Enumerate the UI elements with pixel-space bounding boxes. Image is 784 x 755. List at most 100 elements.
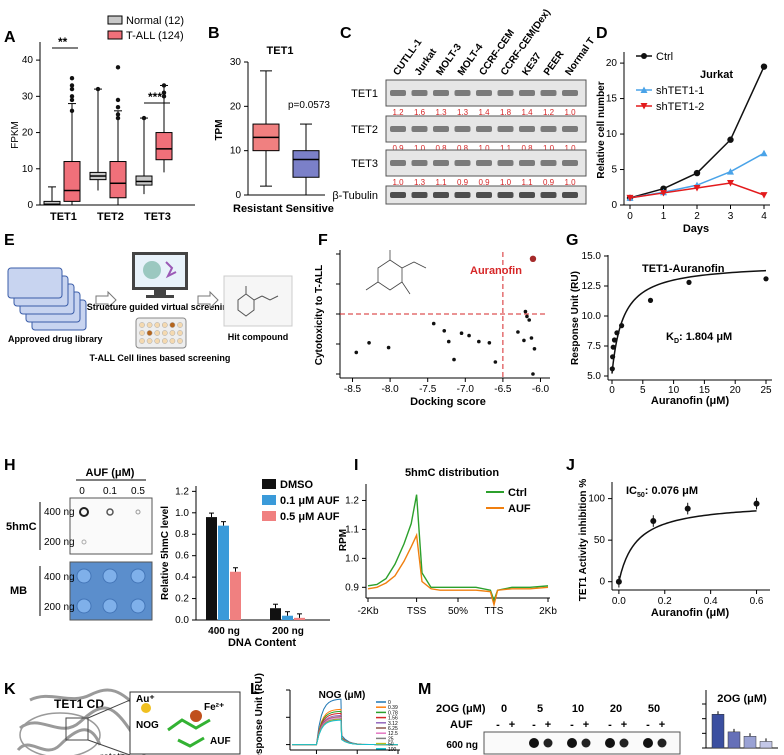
- g-point: [609, 366, 615, 372]
- f-structure-icon: [365, 250, 427, 295]
- h-ytick-label: 1.0: [175, 508, 189, 519]
- i-series-line: [367, 532, 549, 608]
- f-xtick-label: -8.0: [381, 384, 399, 395]
- b-ylabel: TPM: [214, 119, 225, 140]
- c-band: [540, 160, 557, 166]
- d-xlabel: Days: [683, 223, 709, 235]
- panel-e-workflow: Approved drug library Structure guided v…: [7, 252, 293, 363]
- c-band: [411, 90, 428, 96]
- d-legend-marker-sh1: [640, 86, 648, 93]
- a-legend: Normal (12) T-ALL (124): [107, 15, 184, 42]
- c-band: [476, 90, 492, 96]
- g-point: [647, 297, 654, 303]
- panel-letter-d: D: [596, 25, 608, 42]
- a-outlier: [115, 115, 121, 121]
- a-y-ticks: 0 10 20 30 40: [22, 55, 40, 211]
- i-ylabel: RPM: [338, 529, 349, 551]
- j-xtick-label: 0.0: [612, 596, 626, 607]
- panel-f-scatter: Cytotoxicity to T-ALL Docking score -8.5…: [314, 250, 550, 408]
- a-outlier: [115, 112, 121, 117]
- j-ticks: 0.0 0.2 0.4 0.6 0 50 100: [588, 494, 764, 607]
- m-bars: [702, 703, 773, 749]
- e-plate-well: [161, 322, 168, 328]
- a-legend-tall: T-ALL (124): [126, 30, 184, 42]
- e-arrow-2: [197, 290, 219, 310]
- g-xlabel: Auranofin (μM): [651, 395, 730, 407]
- c-band: [390, 160, 406, 166]
- d-xtick-label: 4: [761, 211, 767, 222]
- e-plate-well: [146, 338, 153, 344]
- m-dot: [619, 738, 629, 748]
- l-legend-label: 0.39: [388, 705, 398, 711]
- c-band: [433, 160, 449, 166]
- c-quant-value: 1.4: [478, 108, 490, 117]
- l-legend-label: 1.56: [388, 716, 398, 722]
- i-legend-ctrl: Ctrl: [508, 487, 527, 499]
- c-band: [433, 192, 449, 198]
- c-band: [433, 90, 449, 96]
- l-legend-label: 6.25: [388, 726, 398, 732]
- m-conc-label: 50: [648, 703, 660, 715]
- c-band: [562, 126, 578, 132]
- l-legend-label: 0.78: [388, 710, 398, 716]
- j-ytick-label: 100: [588, 494, 605, 505]
- c-band: [411, 160, 428, 166]
- c-band: [411, 192, 428, 198]
- a-outlier: [69, 83, 75, 88]
- c-quant-value: 1.0: [564, 108, 576, 117]
- f-point: [442, 329, 447, 333]
- b-xlabel: Resistant Sensitive: [233, 203, 334, 215]
- b-title: TET1: [267, 45, 294, 57]
- f-point: [459, 331, 464, 336]
- c-quant-value: 0.9: [457, 178, 469, 187]
- c-row-label: TET1: [351, 88, 378, 100]
- panel-letter-m: M: [418, 681, 431, 698]
- h-amount-3: 400 ng: [44, 572, 75, 583]
- j-ylabel: TET1 Activity inhibition %: [578, 479, 589, 602]
- l-legend-label: 12.5: [388, 731, 398, 737]
- i-series: [367, 494, 549, 608]
- m-dots: [529, 738, 667, 748]
- h-row-mb: MB: [10, 585, 27, 597]
- c-band: [497, 126, 514, 132]
- c-quant-value: 1.3: [414, 178, 426, 187]
- c-band: [454, 192, 471, 198]
- panel-letter-a: A: [4, 29, 16, 46]
- m-amount-0: 600 ng: [446, 740, 478, 751]
- panel-letter-c: C: [340, 25, 352, 42]
- m-plus: +: [621, 719, 627, 731]
- f-point: [367, 341, 371, 345]
- c-quant-value: 0.8: [435, 144, 447, 153]
- panel-a-boxplot: FPKM 0 10 20 30 40 Normal (12) T-ALL (124) *…: [10, 15, 195, 223]
- l-curves: [292, 698, 399, 746]
- i-ytick-label: 1.1: [345, 524, 359, 535]
- c-quant-value: 1.2: [543, 108, 555, 117]
- a-legend-normal: Normal (12): [126, 15, 184, 27]
- a-box: [63, 161, 81, 202]
- m-conc-header: 0- +5- +10- +20- +50- +: [496, 703, 665, 731]
- panel-l-sensorgram: Response Unit (RU) NOG (μM) 00.390.781.5…: [254, 673, 400, 755]
- g-xtick-label: 5: [640, 385, 646, 396]
- c-band: [390, 90, 406, 96]
- m-minus: -: [646, 719, 650, 731]
- h-bar: [206, 517, 217, 620]
- b-pvalue: p=0.0573: [288, 100, 330, 111]
- e-label-hit: Hit compound: [228, 332, 289, 342]
- j-point: [753, 500, 760, 507]
- j-xtick-label: 0.4: [704, 596, 718, 607]
- f-point: [354, 350, 359, 355]
- h-amount-4: 200 ng: [44, 602, 75, 613]
- e-arrow-1: [95, 290, 117, 310]
- a-outlier: [69, 86, 75, 92]
- m-bar: [727, 731, 741, 749]
- f-xlabel: Docking score: [410, 396, 486, 408]
- a-outlier: [141, 115, 147, 121]
- d-point: [660, 189, 667, 197]
- l-legend-label: 50: [388, 742, 394, 748]
- c-lane-label: Normal T: [563, 36, 597, 78]
- c-quant-value: 1.6: [414, 108, 426, 117]
- d-point: [760, 63, 768, 70]
- h-ylabel: Relative 5hmC level: [160, 506, 171, 600]
- h-bars: [206, 512, 305, 620]
- f-xtick-label: -6.0: [532, 384, 550, 395]
